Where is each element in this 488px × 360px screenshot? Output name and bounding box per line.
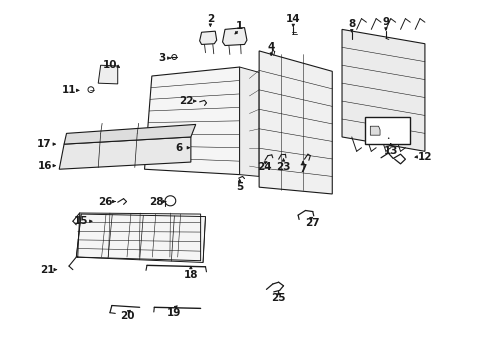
- Text: 27: 27: [305, 218, 320, 228]
- Text: •: •: [386, 136, 389, 140]
- Text: 24: 24: [256, 162, 271, 172]
- Text: 3: 3: [158, 53, 165, 63]
- Ellipse shape: [171, 54, 176, 59]
- Text: 18: 18: [183, 270, 198, 280]
- Ellipse shape: [348, 37, 354, 43]
- Text: 1: 1: [236, 21, 243, 31]
- Text: 11: 11: [61, 85, 76, 95]
- Text: 28: 28: [149, 197, 163, 207]
- Text: 2: 2: [206, 14, 214, 24]
- Text: 21: 21: [40, 265, 54, 275]
- Text: 26: 26: [98, 197, 113, 207]
- Text: 16: 16: [37, 161, 52, 171]
- Text: 4: 4: [267, 42, 274, 52]
- Text: 12: 12: [417, 152, 431, 162]
- Text: 9: 9: [382, 17, 388, 27]
- Polygon shape: [239, 67, 259, 176]
- Ellipse shape: [380, 135, 385, 139]
- Text: 17: 17: [37, 139, 52, 149]
- Text: 8: 8: [347, 19, 355, 29]
- Text: 13: 13: [383, 146, 397, 156]
- Text: 20: 20: [120, 311, 135, 321]
- Text: 10: 10: [103, 60, 118, 70]
- Polygon shape: [259, 51, 331, 194]
- Polygon shape: [369, 126, 379, 135]
- Polygon shape: [64, 125, 195, 144]
- Polygon shape: [144, 67, 239, 175]
- Text: 19: 19: [166, 308, 181, 318]
- Text: 15: 15: [74, 216, 88, 226]
- Text: 5: 5: [236, 182, 243, 192]
- Text: 14: 14: [285, 14, 300, 24]
- Polygon shape: [222, 28, 246, 45]
- Text: 6: 6: [175, 143, 182, 153]
- Ellipse shape: [88, 87, 94, 93]
- Text: 22: 22: [179, 96, 193, 106]
- Polygon shape: [341, 30, 424, 151]
- Text: 7: 7: [299, 164, 306, 174]
- Polygon shape: [199, 31, 216, 44]
- Text: 23: 23: [276, 162, 290, 172]
- Polygon shape: [98, 65, 118, 84]
- FancyBboxPatch shape: [365, 117, 409, 144]
- Polygon shape: [76, 214, 205, 262]
- Text: 25: 25: [271, 293, 285, 303]
- Polygon shape: [59, 137, 190, 169]
